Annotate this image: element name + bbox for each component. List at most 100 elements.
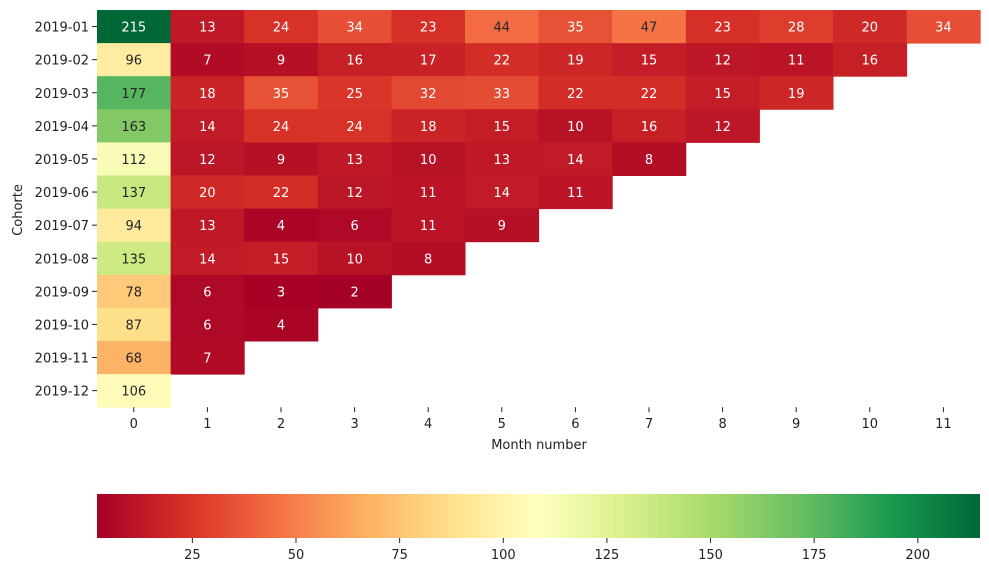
heatmap-cell <box>244 142 319 176</box>
heatmap-cell <box>244 307 319 342</box>
heatmap-cell <box>97 175 172 210</box>
heatmap-cell <box>759 76 834 110</box>
heatmap-cell <box>244 274 319 309</box>
cell-value-label: 8 <box>645 153 653 168</box>
cell-value-label: 24 <box>346 120 363 135</box>
heatmap-cell <box>170 10 245 44</box>
heatmap-cell <box>170 241 245 276</box>
heatmap-cell <box>97 274 172 309</box>
cell-value-label: 15 <box>714 87 731 102</box>
cell-value-label: 18 <box>199 87 216 102</box>
cell-value-label: 16 <box>346 54 363 69</box>
colorbar-tick-label: 150 <box>698 548 723 563</box>
cell-value-label: 35 <box>567 21 584 36</box>
cell-value-label: 8 <box>424 252 432 267</box>
x-tick-label: 0 <box>130 417 138 432</box>
colorbar-tick-label: 100 <box>491 548 516 563</box>
cell-value-label: 112 <box>121 153 146 168</box>
x-axis-label: Month number <box>491 438 587 453</box>
y-tick-label: 2019-06 <box>35 186 89 201</box>
heatmap-cell <box>244 241 319 276</box>
heatmap-cell <box>391 10 466 44</box>
cell-value-label: 16 <box>862 54 879 69</box>
heatmap-cell <box>391 76 466 110</box>
cell-value-label: 10 <box>420 153 437 168</box>
y-axis-label: Cohorte <box>11 184 26 236</box>
cell-value-label: 7 <box>203 352 211 367</box>
heatmap-cell <box>244 76 319 110</box>
heatmap-cell <box>97 341 172 375</box>
heatmap-cell <box>685 76 760 110</box>
heatmap-cell <box>97 241 172 276</box>
cell-value-label: 13 <box>494 153 511 168</box>
cell-value-label: 2 <box>350 285 358 300</box>
heatmap-cell <box>906 10 981 44</box>
heatmap-cell <box>97 142 172 176</box>
heatmap-cell <box>538 10 613 44</box>
heatmap-cell <box>170 142 245 176</box>
cell-value-label: 23 <box>714 21 731 36</box>
heatmap-cell <box>538 76 613 110</box>
heatmap-cell <box>685 109 760 143</box>
heatmap-cell <box>391 142 466 176</box>
cell-value-label: 22 <box>567 87 584 102</box>
heatmap-cell <box>244 43 319 77</box>
heatmap-cell <box>317 274 392 309</box>
cell-value-label: 14 <box>494 186 511 201</box>
x-tick-label: 4 <box>424 417 432 432</box>
y-axis-ticks: 2019-01 2019-02 2019-03 2019-04 2019-05 2019-… <box>35 21 97 400</box>
y-tick-label: 2019-09 <box>35 285 89 300</box>
heatmap-cell <box>170 43 245 77</box>
heatmap-cell <box>391 241 466 276</box>
cell-value-label: 22 <box>273 186 290 201</box>
heatmap-cell <box>465 10 540 44</box>
heatmap-cell <box>685 43 760 77</box>
cell-value-label: 10 <box>346 252 363 267</box>
cell-value-label: 87 <box>126 318 143 333</box>
cell-value-label: 20 <box>862 21 879 36</box>
heatmap-cell <box>612 142 687 176</box>
x-tick-label: 2 <box>277 417 285 432</box>
heatmap-cell <box>97 76 172 110</box>
cell-value-label: 9 <box>498 219 506 234</box>
cell-value-label: 215 <box>121 21 146 36</box>
cell-value-label: 106 <box>121 385 146 400</box>
cell-value-label: 11 <box>567 186 584 201</box>
cell-value-label: 24 <box>273 120 290 135</box>
heatmap-cell <box>317 43 392 77</box>
heatmap-cell <box>538 43 613 77</box>
cell-value-label: 12 <box>714 120 731 135</box>
heatmap-cell <box>391 175 466 210</box>
heatmap-cell <box>97 208 172 243</box>
heatmap-cell <box>465 109 540 143</box>
colorbar-tick-label: 25 <box>184 548 201 563</box>
heatmap-cell <box>170 341 245 375</box>
y-tick-label: 2019-08 <box>35 252 89 267</box>
y-tick-label: 2019-07 <box>35 219 89 234</box>
heatmap-cell <box>170 208 245 243</box>
cell-value-label: 12 <box>346 186 363 201</box>
heatmap-cell <box>465 43 540 77</box>
cell-value-label: 11 <box>420 219 437 234</box>
heatmap-cell <box>317 76 392 110</box>
cell-value-label: 6 <box>203 318 211 333</box>
y-tick-label: 2019-10 <box>35 318 89 333</box>
cell-value-label: 14 <box>199 252 216 267</box>
heatmap-cell <box>170 175 245 210</box>
cell-value-label: 16 <box>641 120 658 135</box>
cell-value-label: 135 <box>121 252 146 267</box>
heatmap-cell <box>465 208 540 243</box>
cell-value-label: 68 <box>126 352 143 367</box>
cell-value-label: 10 <box>567 120 584 135</box>
heatmap-cell <box>317 109 392 143</box>
heatmap-cell <box>538 142 613 176</box>
cell-value-label: 163 <box>121 120 146 135</box>
cell-value-label: 13 <box>346 153 363 168</box>
colorbar: 25 50 75 100 125 150 175 200 <box>97 494 980 563</box>
colorbar-tick-label: 75 <box>391 548 408 563</box>
x-tick-label: 6 <box>571 417 579 432</box>
colorbar-gradient <box>97 494 980 538</box>
cell-value-label: 14 <box>567 153 584 168</box>
cell-value-label: 33 <box>494 87 511 102</box>
